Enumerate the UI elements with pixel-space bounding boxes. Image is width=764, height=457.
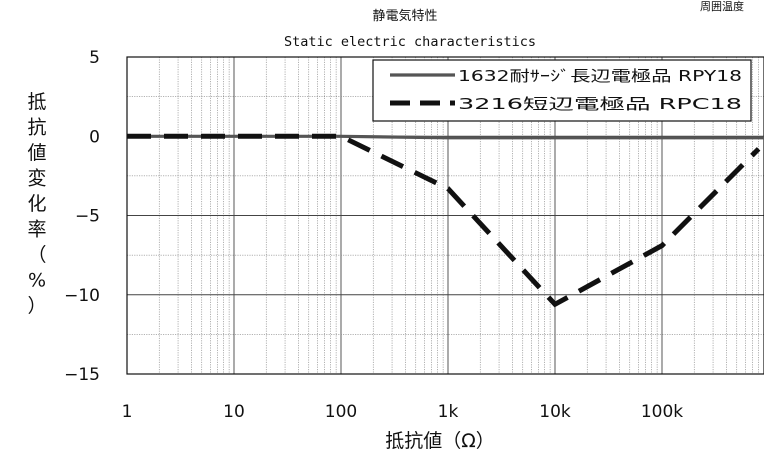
legend-box xyxy=(372,59,752,122)
y-tick-label: −10 xyxy=(64,286,100,306)
x-tick-label: 100k xyxy=(641,402,683,422)
x-tick-label: 1k xyxy=(438,402,459,422)
x-tick-label: 10k xyxy=(539,402,571,422)
series-line-1 xyxy=(127,134,764,140)
chart-subtitle: Static electric characteristics xyxy=(284,34,536,50)
grid xyxy=(126,57,764,374)
y-tick-label: −5 xyxy=(75,207,100,227)
x-tick-label: 10 xyxy=(223,402,245,422)
x-tick-label: 100 xyxy=(325,402,357,422)
x-axis-label: 抵抗値（Ω） xyxy=(385,430,495,452)
y-axis-label: 抵抗値変化率（%） xyxy=(27,91,46,317)
y-tick-label: 0 xyxy=(89,127,100,147)
corner-note: 周囲温度 xyxy=(700,0,744,13)
y-tick-label: −15 xyxy=(64,365,100,385)
chart-title: 静電気特性 xyxy=(372,8,437,24)
tick-labels: 1101001k10k100k150−5−10−15 xyxy=(64,48,764,422)
legend-label-1: 1632耐ｻｰｼﾞ長辺電極品 RPY18 xyxy=(458,67,742,85)
legend: 1632耐ｻｰｼﾞ長辺電極品 RPY18 3216短辺電極品 RPC18 xyxy=(372,59,752,122)
series-layer xyxy=(127,133,764,308)
legend-label-2: 3216短辺電極品 RPC18 xyxy=(458,95,742,113)
x-tick-label: 1 xyxy=(122,402,133,422)
series-line-2 xyxy=(127,133,761,308)
y-tick-label: 5 xyxy=(89,48,100,68)
plot-frame xyxy=(126,56,764,375)
